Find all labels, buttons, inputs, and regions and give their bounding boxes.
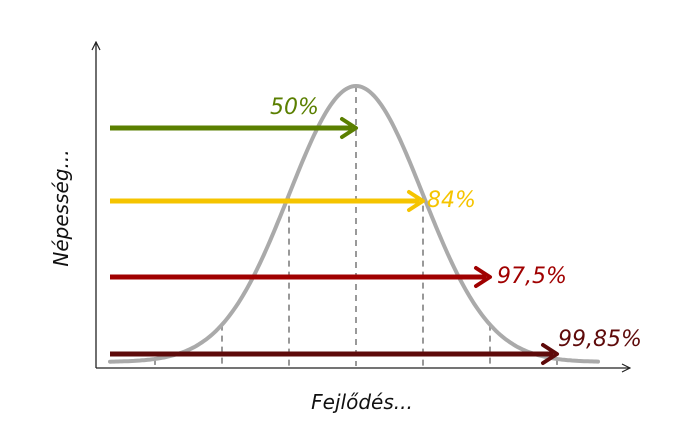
percentile-arrow-head-icon (340, 117, 358, 139)
percentile-arrow-head-icon (407, 190, 425, 212)
percentile-arrow-head-icon (474, 266, 492, 288)
percentile-label: 50% (270, 95, 319, 120)
x-axis-label: Fejlődés... (311, 390, 413, 414)
y-axis-label: Népesség... (49, 149, 73, 266)
percentile-label: 97,5% (497, 264, 567, 289)
bell-curve (108, 83, 600, 364)
percentile-arrows: 50% 84% 97,5% 99,85% (110, 95, 642, 365)
percentile-label: 84% (427, 188, 476, 213)
percentile-arrow-head-icon (541, 343, 559, 365)
percentile-label: 99,85% (558, 327, 642, 352)
